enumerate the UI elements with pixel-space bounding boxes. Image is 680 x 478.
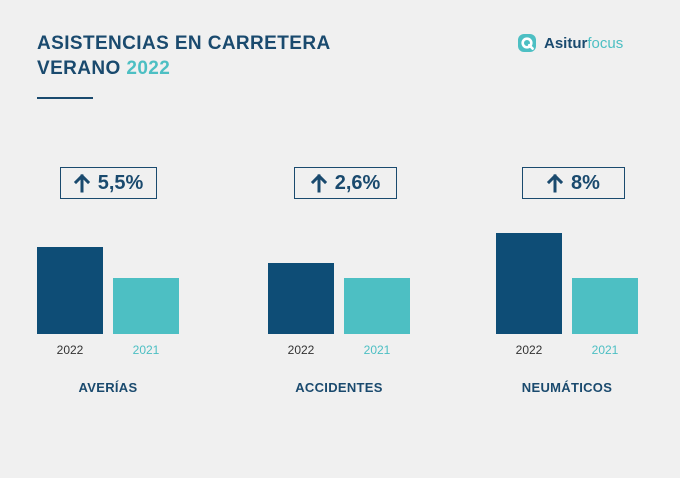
brand-name-bold: Asitur	[544, 34, 588, 52]
arrow-up-icon	[310, 173, 327, 193]
year-label-2022: 2022	[515, 343, 543, 357]
change-value: 2,6%	[334, 171, 381, 194]
year-label-2021: 2021	[132, 343, 160, 357]
year-label-2021: 2021	[591, 343, 619, 357]
title-underline	[37, 97, 93, 99]
bar-neumaticos-2021	[572, 278, 638, 334]
brand-name: Asiturfocus	[544, 35, 623, 52]
arrow-up-icon	[547, 173, 564, 193]
bar-averias-2021	[113, 278, 179, 334]
category-label-averias: AVERÍAS	[78, 380, 138, 395]
category-label-accidentes: ACCIDENTES	[295, 380, 383, 395]
arrow-up-icon	[73, 173, 90, 193]
chart-title: ASISTENCIAS EN CARRETERA VERANO 2022	[37, 31, 331, 81]
change-value: 8%	[571, 171, 600, 194]
change-value: 5,5%	[97, 171, 144, 194]
change-badge-averias: 5,5%	[60, 167, 157, 199]
year-label-2021: 2021	[363, 343, 391, 357]
category-label-neumaticos: NEUMÁTICOS	[521, 380, 613, 395]
change-badge-accidentes: 2,6%	[294, 167, 397, 199]
year-label-2022: 2022	[56, 343, 84, 357]
title-year: 2022	[126, 58, 171, 79]
title-prefix: VERANO	[37, 58, 127, 79]
bar-accidentes-2021	[344, 278, 410, 334]
brand-name-light: focus	[587, 34, 624, 52]
title-line-1: ASISTENCIAS EN CARRETERA	[37, 33, 331, 54]
bar-accidentes-2022	[268, 263, 334, 334]
change-badge-neumaticos: 8%	[522, 167, 625, 199]
bar-averias-2022	[37, 247, 103, 334]
year-label-2022: 2022	[287, 343, 315, 357]
brand-logo: Asiturfocus	[517, 33, 623, 53]
bar-neumaticos-2022	[496, 233, 562, 334]
asturfocus-logo-icon	[518, 34, 536, 52]
title-line-2: VERANO 2022	[37, 56, 331, 81]
